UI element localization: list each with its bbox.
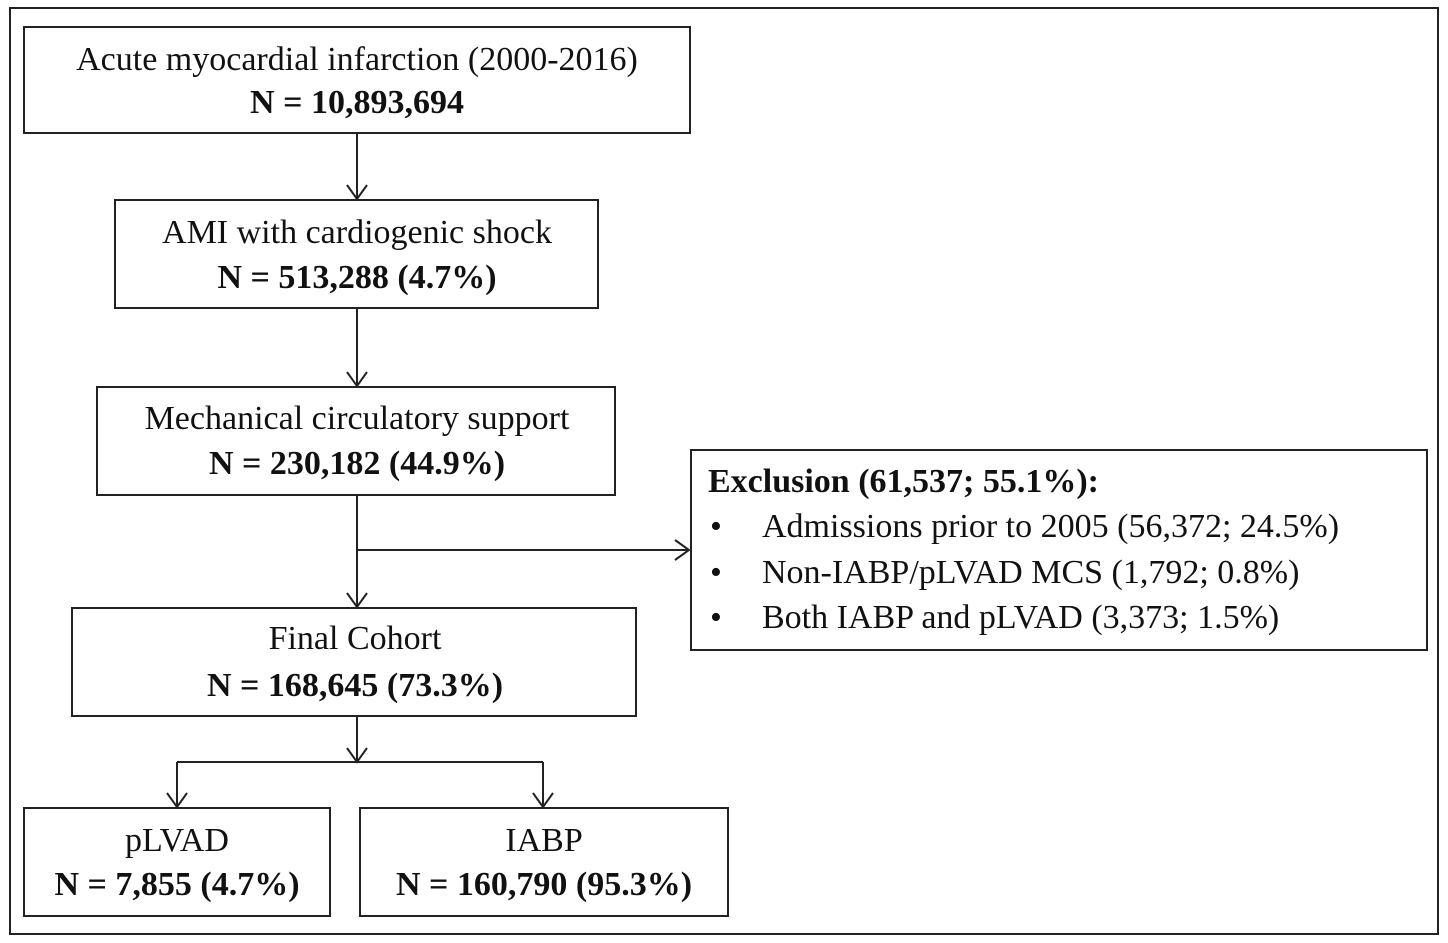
node: AMI with cardiogenic shock N = 513,288 (… bbox=[114, 199, 599, 309]
node-count: N = 7,855 (4.7%) bbox=[54, 866, 299, 903]
node-label: AMI with cardiogenic shock bbox=[162, 214, 552, 251]
node-label: IABP bbox=[505, 822, 582, 859]
exclusion-title: Exclusion (61,537; 55.1%): bbox=[708, 463, 1099, 500]
bullet: • bbox=[710, 554, 722, 591]
node-label: Acute myocardial infarction (2000-2016) bbox=[76, 41, 638, 78]
node-count: N = 513,288 (4.7%) bbox=[217, 259, 496, 296]
node-count: N = 160,790 (95.3%) bbox=[396, 866, 692, 903]
bullet: • bbox=[710, 508, 722, 545]
connectors bbox=[166, 133, 691, 809]
node-count: N = 10,893,694 bbox=[250, 84, 464, 121]
node: Mechanical circulatory support N = 230,1… bbox=[96, 386, 616, 496]
node-label: Mechanical circulatory support bbox=[145, 400, 570, 437]
node-label: Final Cohort bbox=[269, 620, 442, 657]
node: pLVAD N = 7,855 (4.7%) bbox=[23, 807, 331, 917]
node: Final Cohort N = 168,645 (73.3%) bbox=[71, 607, 637, 717]
bullet: • bbox=[710, 599, 722, 636]
exclusion-item: Both IABP and pLVAD (3,373; 1.5%) bbox=[762, 599, 1279, 636]
node: IABP N = 160,790 (95.3%) bbox=[359, 807, 729, 917]
node-count: N = 168,645 (73.3%) bbox=[207, 667, 503, 704]
exclusion-item: Non-IABP/pLVAD MCS (1,792; 0.8%) bbox=[762, 554, 1299, 591]
exclusion-item: Admissions prior to 2005 (56,372; 24.5%) bbox=[762, 508, 1339, 545]
node-label: pLVAD bbox=[125, 822, 229, 859]
node-count: N = 230,182 (44.9%) bbox=[209, 445, 505, 482]
exclusion-box: Exclusion (61,537; 55.1%): • Admissions … bbox=[690, 449, 1428, 651]
node: Acute myocardial infarction (2000-2016) … bbox=[23, 26, 691, 134]
